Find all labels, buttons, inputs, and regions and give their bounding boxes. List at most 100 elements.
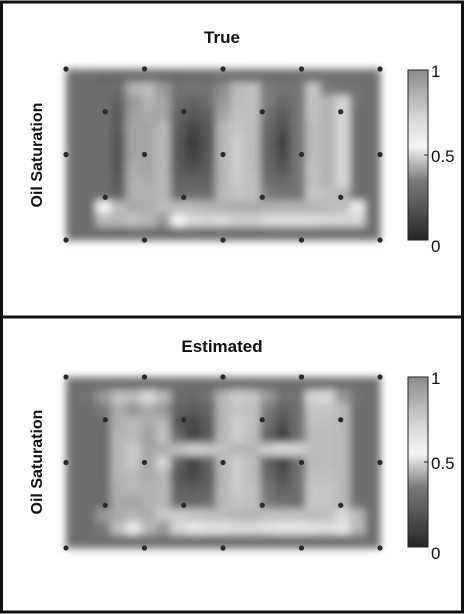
heatmap-cell [350, 521, 366, 536]
heatmap-cell [170, 82, 187, 96]
well-marker [181, 502, 187, 508]
heatmap-cell [95, 161, 112, 175]
heatmap-cell [275, 95, 291, 110]
heatmap-cell [95, 147, 112, 162]
heatmap-cell [215, 442, 232, 457]
heatmap-cell [110, 534, 127, 549]
heatmap-cell [185, 377, 202, 391]
heatmap-cell [125, 455, 142, 470]
heatmap-cell [365, 187, 381, 202]
heatmap-cell [260, 174, 276, 188]
heatmap-cell [185, 390, 202, 404]
heatmap-cell [125, 534, 142, 549]
well-marker [63, 237, 69, 243]
well-marker [141, 151, 148, 158]
heatmap-cell [80, 469, 97, 483]
heatmap-cell [305, 508, 321, 523]
heatmap-cell [275, 390, 291, 404]
heatmap-cell [290, 187, 306, 202]
heatmap-cell [125, 495, 142, 510]
heatmap-cell [155, 521, 172, 536]
heatmap-cell [185, 187, 202, 202]
heatmap-cell [155, 455, 172, 470]
heatmap-cell [260, 161, 276, 175]
heatmap-cell [275, 469, 291, 483]
heatmap-cell [335, 534, 351, 549]
heatmap-cell [335, 521, 351, 536]
heatmap-cell [66, 403, 82, 418]
heatmap-cell [140, 469, 157, 483]
heatmap-cell [245, 187, 261, 202]
heatmap-cell [80, 69, 97, 83]
heatmap-cell [140, 390, 157, 404]
heatmap-cell [245, 534, 261, 549]
heatmap-cell [365, 134, 381, 149]
heatmap-cell [245, 69, 261, 83]
heatmap-cell [215, 134, 232, 149]
heatmap-cell [140, 95, 157, 110]
heatmap-cell [320, 495, 336, 510]
heatmap-cell [365, 416, 381, 431]
heatmap-cell [185, 416, 202, 431]
heatmap-cell [305, 377, 321, 391]
heatmap-cell [95, 121, 112, 136]
heatmap-cell [110, 495, 127, 510]
heatmap-cell [245, 482, 261, 496]
heatmap-cell [350, 108, 366, 123]
heatmap-cell [335, 95, 351, 110]
heatmap-cell [275, 416, 291, 431]
heatmap-cell [320, 403, 336, 418]
heatmap-cell [365, 534, 381, 549]
heatmap-cell [335, 187, 351, 202]
heatmap-cell [365, 455, 381, 470]
heatmap-cell [80, 377, 97, 391]
heatmap-cell [230, 469, 247, 483]
heatmap-cell [350, 134, 366, 149]
heatmap-cell [290, 108, 306, 123]
heatmap-cell [230, 161, 247, 175]
heatmap-cell [245, 508, 261, 523]
heatmap-cell [215, 161, 232, 175]
heatmap-cell [365, 174, 381, 188]
heatmap-cell [95, 390, 112, 404]
heatmap-cell [140, 534, 157, 549]
heatmap-cell [335, 174, 351, 188]
heatmap-cell [95, 429, 112, 444]
heatmap-cell [305, 213, 321, 228]
heatmap-cell [80, 429, 97, 444]
heatmap-true [63, 66, 383, 243]
heatmap-cell [185, 95, 202, 110]
heatmap-cell [110, 134, 127, 149]
heatmap-cell [335, 200, 351, 215]
heatmap-cell [110, 108, 127, 123]
heatmap-cell [170, 147, 187, 162]
heatmap-cell [200, 416, 217, 431]
heatmap-cell [305, 521, 321, 536]
heatmap-cell [95, 534, 112, 549]
heatmap-cell [290, 469, 306, 483]
heatmap-cell [200, 521, 217, 536]
heatmap-cell [155, 200, 172, 215]
heatmap-cell [140, 442, 157, 457]
heatmap-cell [260, 69, 276, 83]
well-marker [141, 66, 148, 72]
heatmap-cell [245, 121, 261, 136]
heatmap-cell [245, 200, 261, 215]
well-marker [63, 374, 69, 380]
heatmap-cell [155, 213, 172, 228]
heatmap-cell [275, 429, 291, 444]
heatmap-cell [140, 187, 157, 202]
heatmap-cell [185, 82, 202, 96]
heatmap-cell [80, 226, 97, 241]
well-marker [338, 194, 344, 200]
well-marker [102, 109, 108, 115]
heatmap-cell [215, 187, 232, 202]
heatmap-cell [290, 69, 306, 83]
well-marker [338, 417, 344, 423]
heatmap-cell [305, 161, 321, 175]
heatmap-cell [125, 121, 142, 136]
heatmap-cell [215, 377, 232, 391]
heatmap-cell [215, 226, 232, 241]
heatmap-cell [66, 69, 82, 83]
heatmap-cell [95, 508, 112, 523]
